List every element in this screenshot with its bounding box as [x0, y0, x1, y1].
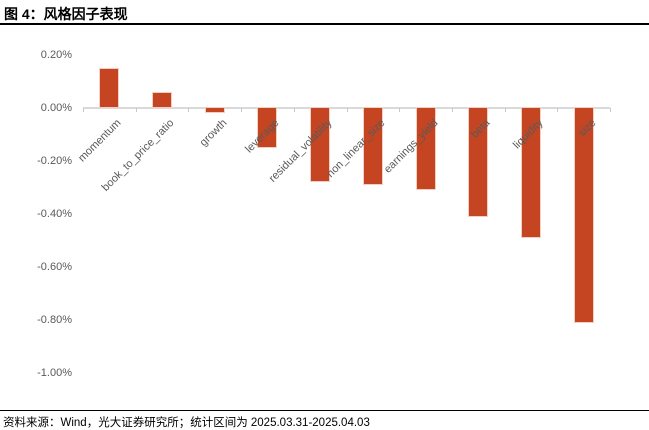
y-axis-label: -1.00% [37, 366, 72, 379]
x-axis-label: growth [197, 117, 230, 149]
bar [152, 92, 173, 108]
y-axis-label: 0.00% [40, 101, 72, 114]
bar [99, 68, 120, 108]
axis-tick-mark [346, 107, 348, 112]
bar [415, 107, 436, 191]
footer-divider [0, 410, 649, 411]
axis-tick-mark [83, 107, 84, 112]
bar [204, 107, 225, 114]
axis-tick-mark [451, 107, 453, 112]
bar [310, 107, 331, 183]
axis-tick-mark [399, 107, 401, 112]
figure-title: 图 4：风格因子表现 [4, 6, 128, 22]
y-axis-label: -0.60% [37, 260, 72, 273]
axis-tick-mark [241, 107, 243, 112]
figure-title-bar: 图 4：风格因子表现 [0, 0, 649, 25]
axis-tick-mark [188, 107, 190, 112]
x-axis-label: book_to_price_ratio [99, 117, 177, 194]
y-axis-label: 0.20% [40, 48, 72, 61]
axis-tick-mark [504, 107, 506, 112]
y-axis-label: -0.40% [37, 207, 72, 220]
bar [520, 107, 541, 238]
axis-tick-mark [610, 107, 611, 112]
axis-tick-mark [557, 107, 559, 112]
bar [573, 107, 594, 323]
source-note: 资料来源：Wind，光大证券研究所；统计区间为 2025.03.31-2025.… [3, 417, 370, 429]
axis-tick-mark [293, 107, 295, 112]
x-axis-label: leverage [243, 117, 282, 156]
bar [362, 107, 383, 185]
axis-tick-mark [135, 107, 137, 112]
bar [468, 107, 489, 217]
y-axis-label: -0.20% [37, 154, 72, 167]
y-axis-label: -0.80% [37, 313, 72, 326]
bar [257, 107, 278, 148]
